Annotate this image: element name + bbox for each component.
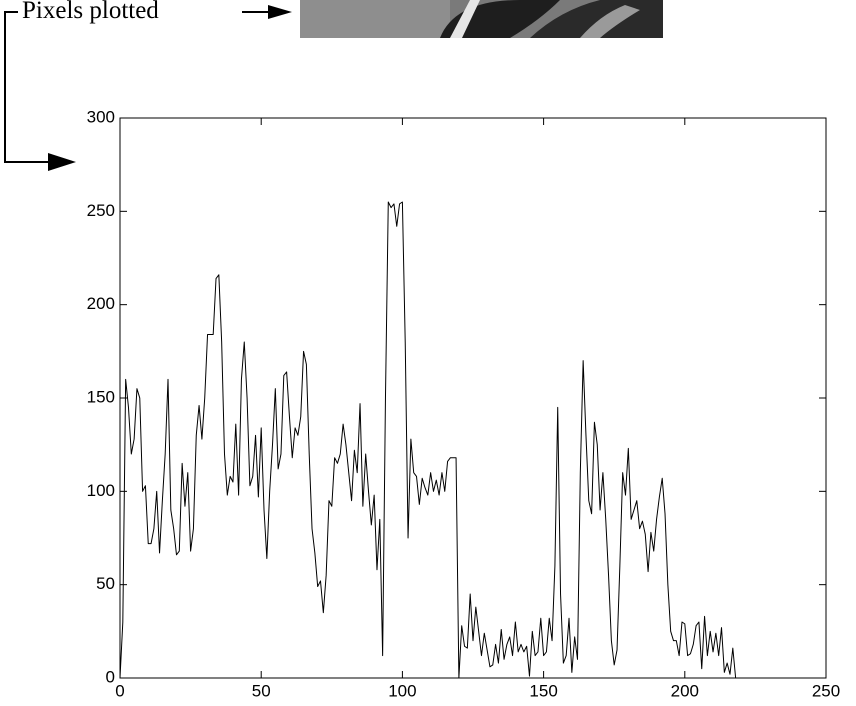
x-tick-label: 50	[252, 681, 271, 700]
y-tick-label: 250	[87, 201, 115, 220]
x-tick-label: 250	[812, 681, 840, 700]
y-tick-label: 150	[87, 387, 115, 406]
x-tick-label: 0	[115, 681, 124, 700]
x-tick-label: 100	[388, 681, 416, 700]
y-tick-label: 0	[106, 667, 115, 686]
image-thumbnail	[300, 0, 663, 38]
y-tick-label: 50	[96, 574, 115, 593]
x-tick-label: 200	[671, 681, 699, 700]
y-tick-label: 300	[87, 107, 115, 126]
arrowhead	[268, 5, 292, 19]
y-tick-label: 200	[87, 294, 115, 313]
y-tick-label: 100	[87, 481, 115, 500]
annotation-arrows	[4, 11, 270, 163]
plot-frame	[119, 117, 827, 679]
annotation: Pixels plotted	[22, 0, 159, 24]
x-tick-label: 150	[529, 681, 557, 700]
arrowhead	[48, 153, 76, 171]
data-line	[119, 201, 737, 679]
